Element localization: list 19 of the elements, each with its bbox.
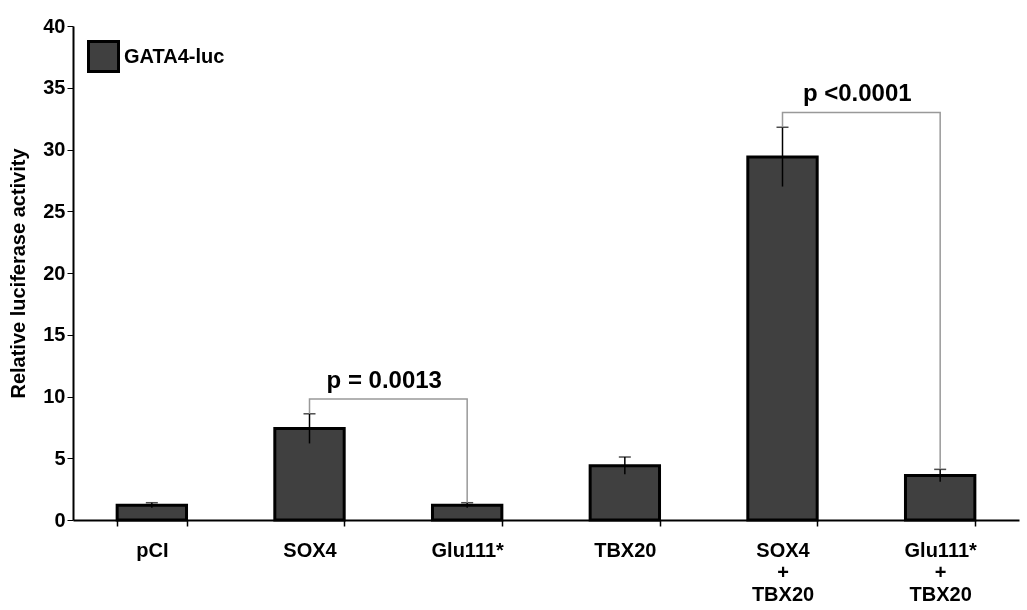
x-tick-label: TBX20 (594, 538, 657, 561)
y-tick-label: 30 (43, 138, 66, 160)
y-tick-label: 15 (43, 323, 66, 346)
x-tick-label: Glu111* + TBX20 (904, 538, 978, 605)
x-tick-label: pCI (136, 538, 169, 561)
y-tick-label: 40 (43, 14, 66, 37)
annotation: p = 0.0013 (326, 365, 442, 393)
y-tick-label: 20 (43, 261, 66, 284)
y-tick-label: 25 (43, 199, 66, 222)
y-axis-title: Relative luciferase activity (7, 147, 30, 399)
x-tick-label: Glu111* (431, 538, 505, 561)
legend-label: GATA4-luc (124, 44, 225, 67)
y-tick-label: 0 (54, 508, 66, 531)
annotation: p <0.0001 (802, 79, 912, 107)
y-tick-label: 5 (54, 446, 66, 469)
y-tick-label: 35 (43, 76, 66, 99)
y-tick-label: 10 (43, 385, 66, 407)
x-tick-label: SOX4 (283, 538, 338, 561)
x-tick-label: SOX4 + TBX20 (751, 538, 815, 605)
